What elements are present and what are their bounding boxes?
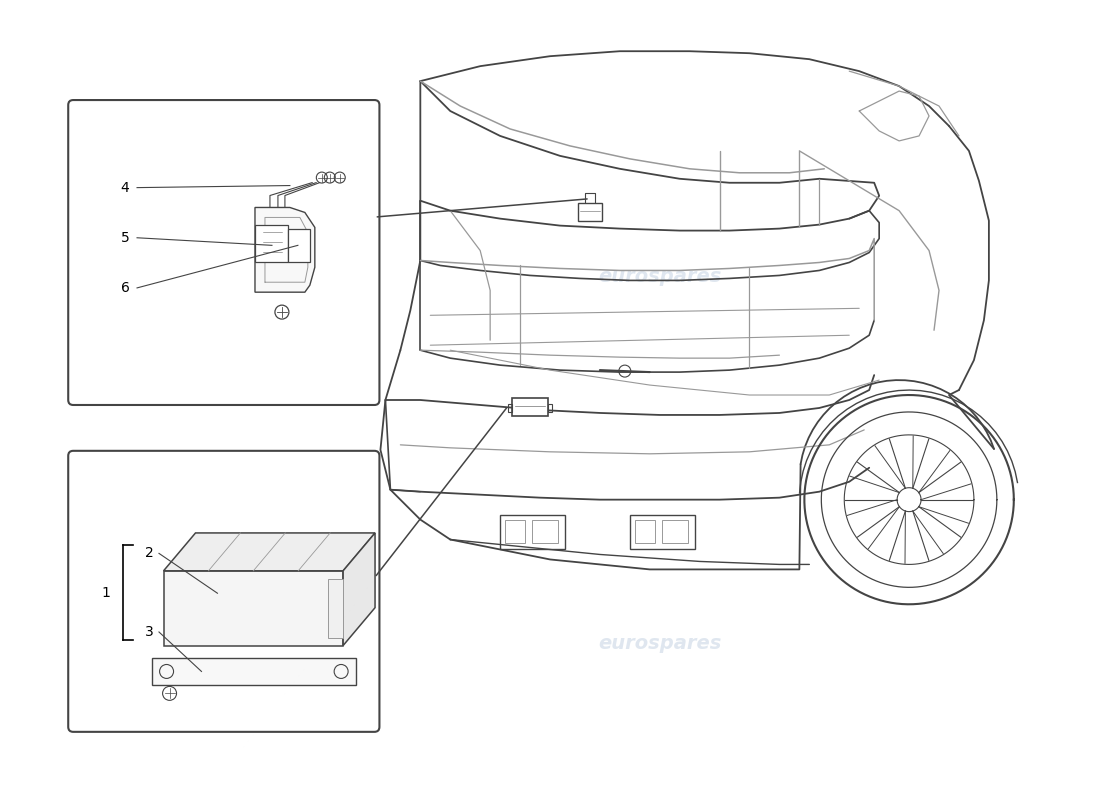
Polygon shape xyxy=(255,207,315,292)
Text: 6: 6 xyxy=(121,281,130,295)
Text: 4: 4 xyxy=(121,181,130,194)
Polygon shape xyxy=(513,398,548,416)
Text: eurospares: eurospares xyxy=(143,267,266,286)
FancyBboxPatch shape xyxy=(68,100,379,405)
Text: eurospares: eurospares xyxy=(143,650,266,669)
Polygon shape xyxy=(328,578,343,638)
Text: eurospares: eurospares xyxy=(598,634,722,653)
Polygon shape xyxy=(288,230,310,262)
Polygon shape xyxy=(164,571,343,646)
Text: 5: 5 xyxy=(121,230,130,245)
Polygon shape xyxy=(152,658,356,686)
Polygon shape xyxy=(578,202,602,221)
FancyBboxPatch shape xyxy=(68,451,379,732)
Text: 2: 2 xyxy=(144,546,153,560)
Polygon shape xyxy=(343,533,375,646)
Polygon shape xyxy=(255,226,288,262)
Text: 3: 3 xyxy=(144,625,153,639)
Text: 1: 1 xyxy=(101,586,111,600)
Polygon shape xyxy=(164,533,375,571)
Text: eurospares: eurospares xyxy=(598,267,722,286)
